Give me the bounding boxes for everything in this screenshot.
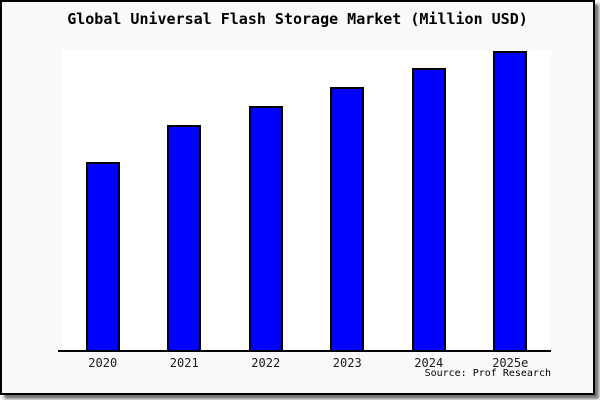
bar-2025e bbox=[493, 51, 528, 350]
bar-2024 bbox=[411, 68, 446, 350]
bar-2020 bbox=[85, 162, 120, 350]
bar-2022 bbox=[248, 106, 283, 350]
plot-area bbox=[62, 50, 551, 350]
bar-slot-2024 bbox=[388, 50, 470, 350]
x-tick-label-2025e: 2025e bbox=[492, 356, 529, 370]
x-tick-label-2022: 2022 bbox=[251, 356, 281, 370]
bar-2021 bbox=[167, 125, 202, 350]
x-axis-line bbox=[58, 350, 551, 352]
bar-slot-2025e bbox=[470, 50, 552, 350]
source-attribution: Source: Prof Research bbox=[424, 368, 551, 379]
bar-slot-2023 bbox=[307, 50, 389, 350]
x-axis-labels: 2020 2021 2022 2023 2024 2025e bbox=[62, 357, 551, 370]
bar-slot-2021 bbox=[144, 50, 226, 350]
chart-frame: Global Universal Flash Storage Market (M… bbox=[0, 0, 595, 395]
bar-2023 bbox=[330, 87, 365, 350]
bar-slot-2020 bbox=[62, 50, 144, 350]
bars-container bbox=[62, 50, 551, 350]
bar-slot-2022 bbox=[225, 50, 307, 350]
x-tick-label-2024: 2024 bbox=[414, 356, 444, 370]
x-tick-label-2021: 2021 bbox=[169, 356, 199, 370]
x-tick-label-2020: 2020 bbox=[88, 356, 118, 370]
chart-title: Global Universal Flash Storage Market (M… bbox=[67, 10, 528, 28]
x-tick-label-2023: 2023 bbox=[332, 356, 362, 370]
